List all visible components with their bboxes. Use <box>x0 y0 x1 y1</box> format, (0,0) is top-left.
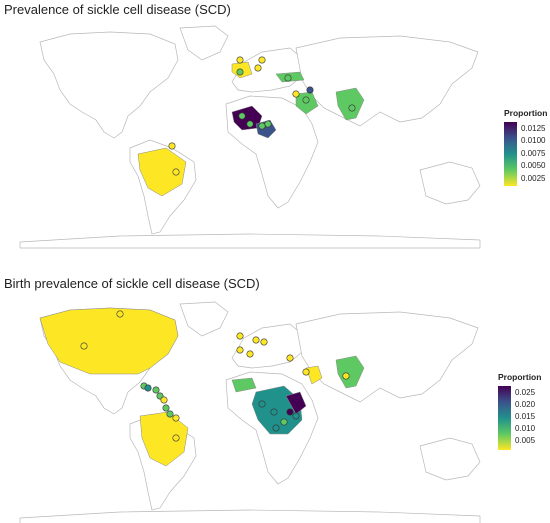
study-marker <box>270 408 278 416</box>
continent-australia <box>419 161 481 205</box>
legend-tick-label: 0.020 <box>515 399 536 409</box>
study-marker <box>172 414 180 422</box>
prevalence-world-map <box>19 25 481 249</box>
study-marker <box>284 74 292 82</box>
study-marker <box>280 418 288 426</box>
congo-region <box>285 391 307 415</box>
continent-antarctica <box>19 509 481 523</box>
study-marker <box>246 350 254 358</box>
continent-australia <box>419 437 481 481</box>
study-marker <box>306 86 314 94</box>
prevalence-legend: Proportion 0.0125 0.0100 0.0075 0.0050 0.002… <box>504 108 550 186</box>
study-marker <box>116 310 124 318</box>
top-map-title: Prevalence of sickle cell disease (SCD) <box>4 2 231 17</box>
study-marker <box>342 372 350 380</box>
legend-tick-label: 0.0075 <box>521 148 546 158</box>
study-marker <box>166 410 174 418</box>
study-marker <box>236 56 244 64</box>
study-marker <box>302 96 310 104</box>
birth-prevalence-world-map <box>19 301 481 523</box>
study-marker <box>286 408 294 416</box>
study-marker <box>238 112 246 120</box>
continent-north-america <box>39 31 179 139</box>
legend-tick-label: 0.010 <box>515 423 536 433</box>
study-marker <box>260 338 268 346</box>
study-marker <box>236 332 244 340</box>
legend-tick-label: 0.0025 <box>521 173 546 183</box>
study-marker <box>264 120 272 128</box>
legend-color-bar <box>504 122 517 186</box>
study-marker <box>286 354 294 362</box>
study-marker <box>252 336 260 344</box>
continent-asia <box>295 35 479 127</box>
study-marker <box>162 404 170 412</box>
study-marker <box>144 384 152 392</box>
study-marker <box>292 412 300 420</box>
study-marker <box>258 122 266 130</box>
legend-color-bar <box>498 386 511 450</box>
continent-europe <box>231 323 305 369</box>
sahel-region <box>231 377 257 393</box>
study-marker <box>172 434 180 442</box>
birth-prevalence-legend-title: Proportion <box>498 372 542 382</box>
india-region <box>335 87 365 121</box>
study-marker <box>80 342 88 350</box>
study-marker <box>292 90 300 98</box>
study-marker <box>302 368 310 376</box>
birth-prevalence-legend: Proportion 0.025 0.020 0.015 0.010 0.005 <box>498 372 550 450</box>
study-marker <box>258 56 266 64</box>
study-marker <box>258 400 266 408</box>
study-marker <box>168 142 176 150</box>
continent-greenland <box>179 301 229 337</box>
legend-tick-label: 0.025 <box>515 388 536 398</box>
legend-tick-label: 0.0125 <box>521 123 546 133</box>
arabia-region <box>305 365 323 385</box>
study-marker <box>348 104 356 112</box>
continent-antarctica <box>19 233 481 249</box>
legend-tick-label: 0.0050 <box>521 161 546 170</box>
study-marker <box>236 68 244 76</box>
prevalence-legend-title: Proportion <box>504 108 548 118</box>
study-marker <box>152 386 160 394</box>
study-marker <box>160 396 168 404</box>
study-marker <box>236 346 244 354</box>
north-america-region <box>39 307 179 375</box>
india-region <box>335 355 365 389</box>
bottom-map-title: Birth prevalence of sickle cell disease … <box>4 276 260 291</box>
continent-greenland <box>179 25 229 61</box>
study-marker <box>272 424 280 432</box>
legend-tick-label: 0.005 <box>515 435 536 445</box>
study-marker <box>172 168 180 176</box>
continent-asia <box>295 311 479 403</box>
study-marker <box>246 120 254 128</box>
legend-tick-label: 0.015 <box>515 411 536 421</box>
brazil-region <box>137 147 187 197</box>
legend-tick-label: 0.0100 <box>521 136 546 145</box>
study-marker <box>254 64 262 72</box>
